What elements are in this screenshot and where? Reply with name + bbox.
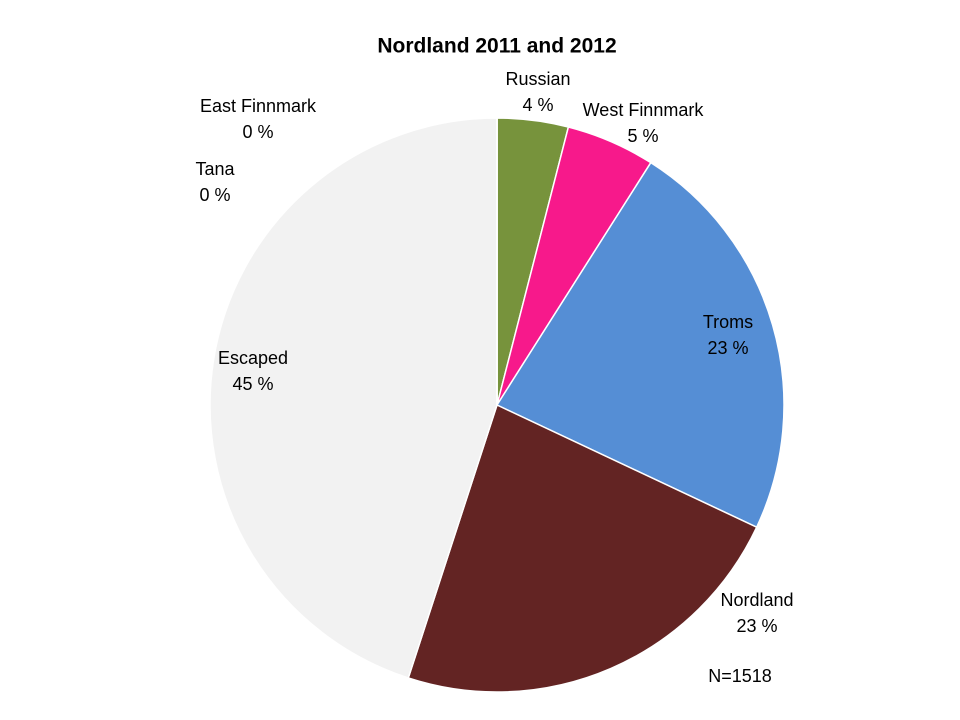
pie-slice <box>407 403 758 693</box>
slice-value-label: 4 % <box>522 95 553 115</box>
slice-label: West Finnmark <box>583 100 705 120</box>
slice-label: Escaped <box>218 348 288 368</box>
pie-slice <box>209 117 498 679</box>
slice-label: Troms <box>703 312 753 332</box>
slice-label: Nordland <box>720 590 793 610</box>
slice-value-label: 23 % <box>736 616 777 636</box>
slice-label: East Finnmark <box>200 96 317 116</box>
slice-label: Tana <box>195 159 235 179</box>
slice-value-label: 23 % <box>707 338 748 358</box>
annotation: N=1518 <box>708 666 772 686</box>
slice-value-label: 0 % <box>199 185 230 205</box>
chart-title: Nordland 2011 and 2012 <box>377 35 616 58</box>
slice-value-label: 5 % <box>627 126 658 146</box>
slice-label: Russian <box>505 69 570 89</box>
slice-value-label: 0 % <box>242 122 273 142</box>
pie-slice <box>495 161 785 529</box>
slice-value-label: 45 % <box>232 374 273 394</box>
